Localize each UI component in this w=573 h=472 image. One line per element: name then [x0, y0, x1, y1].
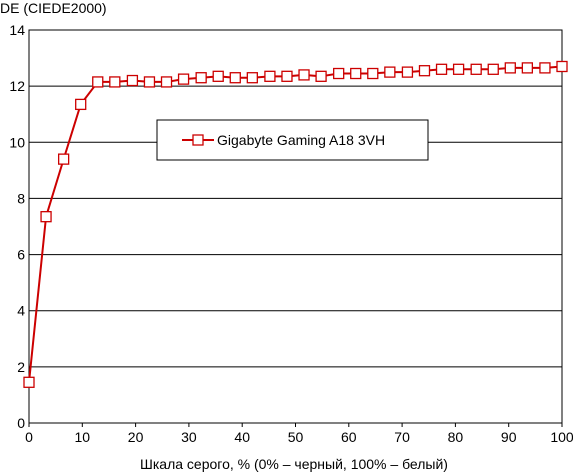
data-point: [298, 69, 310, 81]
data-point: [350, 67, 362, 80]
data-point: [539, 62, 551, 74]
data-point: [212, 70, 224, 82]
y-tick-label-2: 2: [17, 359, 25, 375]
data-point: [401, 66, 414, 78]
data-point: [487, 63, 499, 75]
data-point: [57, 153, 70, 165]
data-point: [333, 67, 345, 80]
legend-label: Gigabyte Gaming A18 3VH: [217, 132, 385, 148]
y-tick-label-10: 10: [9, 134, 25, 150]
data-point: [264, 70, 276, 82]
data-point: [177, 73, 190, 85]
data-point: [92, 76, 104, 88]
x-tick-label-100: 100: [550, 429, 573, 445]
x-tick-label-30: 30: [181, 429, 197, 445]
x-tick-label-90: 90: [501, 429, 517, 445]
x-tick-label-80: 80: [448, 429, 464, 445]
data-point: [75, 98, 87, 111]
data-point: [195, 72, 207, 84]
y-tick-label-4: 4: [17, 303, 25, 319]
y-tick-label-0: 0: [17, 415, 25, 431]
data-point: [556, 60, 568, 73]
y-tick-label-8: 8: [17, 190, 25, 206]
legend-marker-swatch: [192, 134, 204, 146]
data-point: [452, 63, 465, 75]
data-point: [435, 63, 448, 75]
x-tick-label-10: 10: [75, 429, 91, 445]
data-point: [109, 76, 121, 88]
series-layer: [23, 60, 568, 388]
y-axis-tick-labels: 0 2 4 6 8 10 12 14: [9, 22, 25, 431]
x-tick-label-60: 60: [341, 429, 357, 445]
gridlines: [29, 29, 562, 424]
series-line-0: [28, 65, 563, 383]
data-point: [229, 72, 241, 84]
data-point: [126, 74, 139, 87]
x-axis-label: Шкала серого, % (0% – черный, 100% – бел…: [140, 456, 448, 472]
x-tick-label-50: 50: [288, 429, 304, 445]
data-point: [160, 76, 173, 88]
x-tick-label-0: 0: [25, 429, 33, 445]
legend: Gigabyte Gaming A18 3VH: [156, 119, 429, 161]
data-point: [23, 376, 35, 388]
y-tick-label-6: 6: [17, 247, 25, 263]
y-tick-label-14: 14: [9, 22, 25, 38]
data-point: [246, 72, 258, 84]
data-point: [281, 70, 293, 82]
data-point: [418, 65, 431, 77]
data-point: [384, 66, 396, 78]
x-tick-label-40: 40: [234, 429, 250, 445]
x-axis-tick-labels: 0 10 20 30 40 50 60 70 80 90 100: [25, 423, 573, 445]
data-point: [504, 62, 516, 74]
data-point: [315, 70, 327, 82]
x-tick-label-20: 20: [128, 429, 144, 445]
data-point: [470, 63, 482, 75]
data-point: [367, 67, 379, 80]
data-point: [40, 211, 52, 223]
x-tick-label-70: 70: [394, 429, 410, 445]
data-point: [521, 62, 534, 74]
y-tick-label-12: 12: [9, 78, 25, 94]
y-axis-label: DE (CIEDE2000): [0, 0, 107, 16]
plot-area-frame: [28, 29, 563, 424]
data-point: [143, 76, 156, 88]
